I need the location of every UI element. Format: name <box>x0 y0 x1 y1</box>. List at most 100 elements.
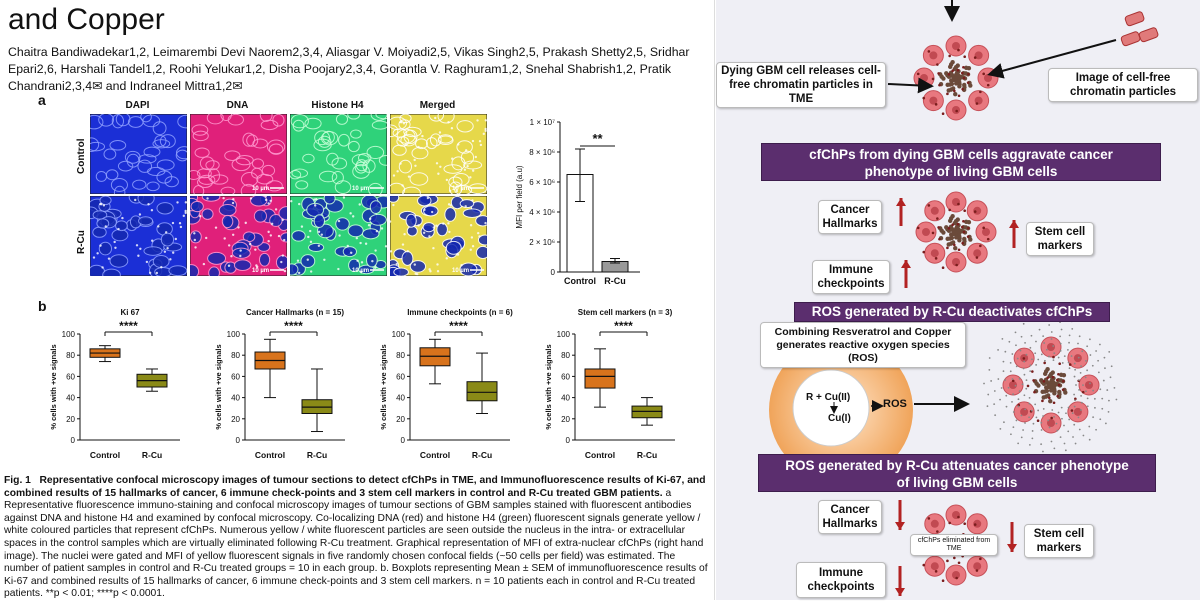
particle <box>163 250 167 253</box>
gbm-nucleus <box>952 571 960 579</box>
ros-dot <box>1025 379 1028 382</box>
particle <box>390 220 392 223</box>
ros-dot <box>1108 350 1111 353</box>
cfchp-particle <box>951 223 954 227</box>
cfchp-particle <box>1022 357 1026 360</box>
nucleus <box>156 159 175 171</box>
nucleus <box>361 228 380 240</box>
up-arrow-hallmarks <box>896 198 906 226</box>
chromatin-blob <box>957 84 962 89</box>
nucleus <box>390 124 399 138</box>
row-label-rcu: R-Cu <box>76 230 87 254</box>
ros-dot <box>1034 352 1037 355</box>
chromatin-blob <box>1041 395 1046 400</box>
particle <box>314 204 317 207</box>
nucleus <box>92 226 107 238</box>
ros-dot <box>1078 389 1080 391</box>
nucleosome <box>1138 27 1159 43</box>
nucleus <box>266 139 286 155</box>
particle <box>471 199 474 202</box>
ros-dot <box>1028 396 1031 399</box>
cfchp-particle <box>922 250 926 254</box>
particle <box>254 248 257 251</box>
ros-dot <box>1095 350 1097 352</box>
nucleus <box>190 170 201 181</box>
boxplot-panel: Ki 67 0 20 40 60 80 100 % cells with +ve signal… <box>49 308 675 460</box>
micrograph-bg <box>390 114 487 194</box>
ros-dot <box>1080 401 1083 404</box>
particle <box>309 240 313 244</box>
nucleus <box>99 196 112 206</box>
nucleus <box>201 196 221 202</box>
particle <box>434 116 437 120</box>
nucleus <box>317 135 332 148</box>
box-dying-cell: Dying GBM cell releases cell-free chroma… <box>716 62 886 108</box>
ros-dot <box>1038 328 1041 331</box>
nucleus <box>348 258 361 272</box>
caption-label: Fig. 1 <box>4 475 31 486</box>
ros-dot <box>1095 428 1097 431</box>
significance-label: **** <box>614 319 633 333</box>
x-tick-label: R-Cu <box>637 450 657 460</box>
ros-dot <box>1029 364 1032 367</box>
nucleus <box>177 114 187 129</box>
particle <box>428 268 431 271</box>
nucleus <box>350 129 362 139</box>
label-immune-up: Immune checkpoints <box>812 260 890 294</box>
particle <box>457 143 460 146</box>
particle <box>401 184 404 187</box>
y-axis-label: % cells with +ve signals <box>49 344 58 429</box>
x-tick-label: R-Cu <box>472 450 492 460</box>
cfchp-particle <box>955 263 958 267</box>
particle <box>450 126 454 130</box>
gbm-nucleus <box>929 51 938 60</box>
red-arrow-head <box>1007 544 1017 552</box>
particle <box>358 203 361 206</box>
nucleus <box>477 234 487 246</box>
chromatin-blob <box>945 236 950 242</box>
nucleus <box>352 164 370 179</box>
particle <box>214 226 218 229</box>
nucleus <box>95 170 108 182</box>
particle <box>429 270 432 273</box>
col-header-histone: Histone H4 <box>311 100 364 111</box>
nucleus <box>164 176 179 188</box>
gbm-nucleus <box>1073 354 1082 363</box>
ros-dot <box>1074 442 1077 445</box>
particle <box>338 234 341 237</box>
particle <box>392 174 396 177</box>
nucleus <box>194 147 210 158</box>
particle <box>417 224 420 227</box>
particle <box>371 259 374 263</box>
particle <box>164 231 168 234</box>
ros-dot <box>1024 422 1026 424</box>
nucleus <box>240 172 259 187</box>
reaction-bottom: Cu(I) <box>828 413 851 424</box>
ros-dot <box>988 368 991 371</box>
box-control <box>584 368 616 389</box>
nucleus <box>318 170 338 183</box>
particle <box>447 121 450 124</box>
particle <box>456 253 460 256</box>
ros-dot <box>1001 337 1004 340</box>
cfchp-particle <box>1041 399 1044 403</box>
nucleus <box>117 160 134 172</box>
y-tick-label: 0 <box>551 268 556 277</box>
x-tick-label: Control <box>585 450 615 460</box>
ros-dot <box>983 382 985 385</box>
ros-dot <box>1063 355 1066 358</box>
caption-body: a Representative fluorescence immuno-sta… <box>4 487 708 600</box>
arrow-image <box>987 39 1117 79</box>
ros-dot <box>1053 447 1056 450</box>
cfchp-particle <box>967 226 970 230</box>
particle <box>313 198 316 201</box>
nucleus <box>143 146 161 158</box>
cfchp-particle <box>979 90 982 94</box>
particle <box>448 189 452 193</box>
nucleus <box>110 177 129 192</box>
caption-bold: Representative confocal microscopy image… <box>4 475 706 499</box>
particle <box>222 196 225 200</box>
ros-dot <box>1024 408 1027 411</box>
ros-dot <box>1068 367 1071 370</box>
ros-dot <box>1097 359 1100 362</box>
